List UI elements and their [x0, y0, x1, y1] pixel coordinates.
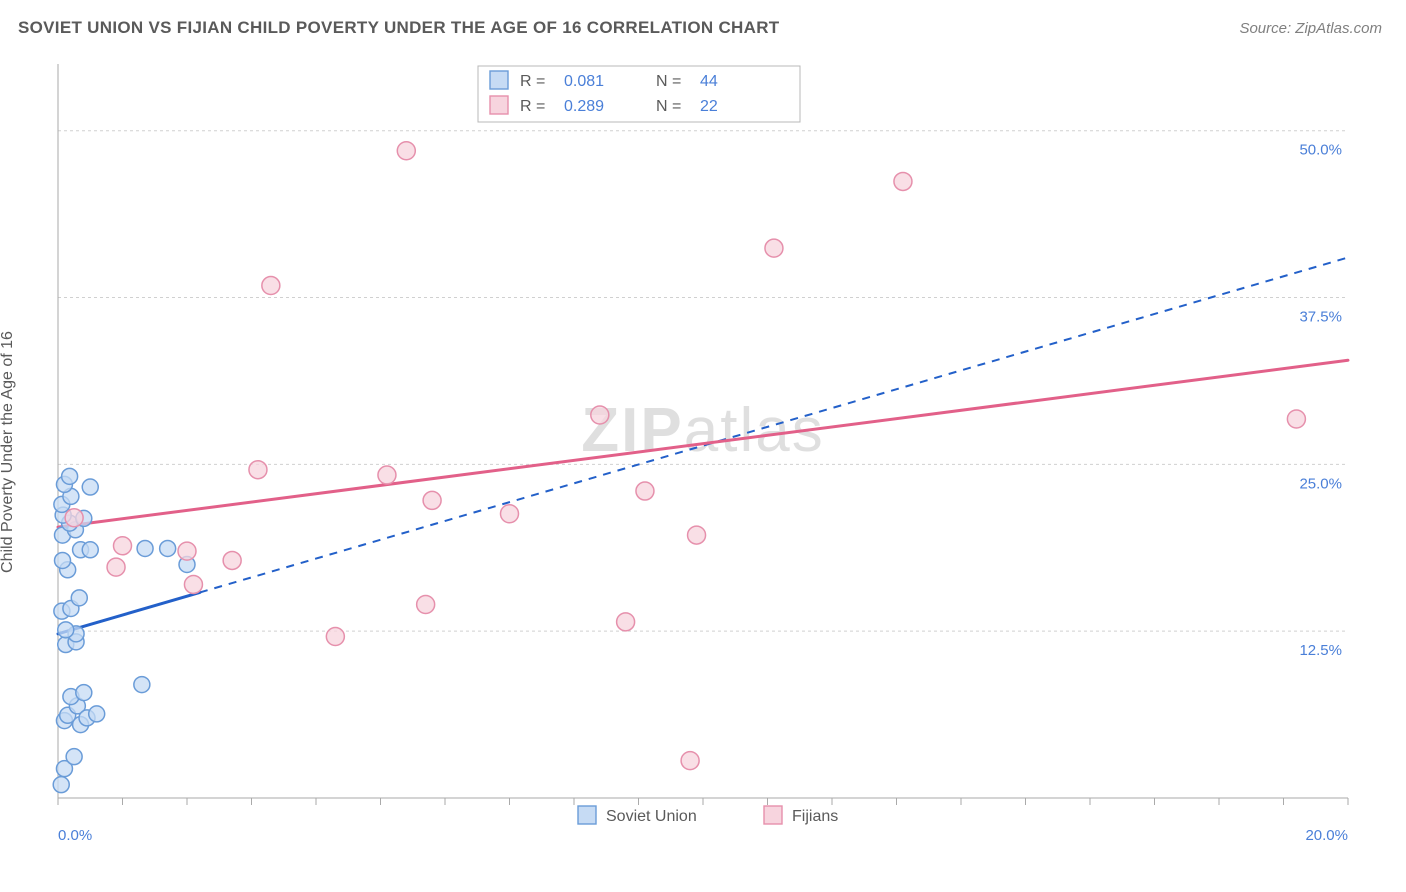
svg-text:Soviet Union: Soviet Union — [606, 808, 697, 825]
svg-text:22: 22 — [700, 98, 718, 115]
y-axis-label: Child Poverty Under the Age of 16 — [0, 331, 17, 573]
svg-text:N =: N = — [656, 73, 681, 90]
svg-text:50.0%: 50.0% — [1299, 142, 1342, 159]
svg-text:0.081: 0.081 — [564, 73, 604, 90]
svg-text:0.0%: 0.0% — [58, 827, 92, 844]
chart-container: Child Poverty Under the Age of 16 12.5%2… — [18, 56, 1388, 848]
chart-source: Source: ZipAtlas.com — [1239, 20, 1382, 37]
svg-text:R =: R = — [520, 73, 545, 90]
svg-text:R =: R = — [520, 98, 545, 115]
chart-title: SOVIET UNION VS FIJIAN CHILD POVERTY UND… — [18, 18, 779, 38]
svg-text:12.5%: 12.5% — [1299, 642, 1342, 659]
svg-text:44: 44 — [700, 73, 718, 90]
svg-text:Fijians: Fijians — [792, 808, 838, 825]
svg-text:37.5%: 37.5% — [1299, 309, 1342, 326]
scatter-chart: 12.5%25.0%37.5%50.0%0.0%20.0%ZIPatlasR =… — [18, 56, 1388, 848]
svg-text:25.0%: 25.0% — [1299, 475, 1342, 492]
svg-text:20.0%: 20.0% — [1305, 827, 1348, 844]
svg-text:N =: N = — [656, 98, 681, 115]
svg-text:0.289: 0.289 — [564, 98, 604, 115]
